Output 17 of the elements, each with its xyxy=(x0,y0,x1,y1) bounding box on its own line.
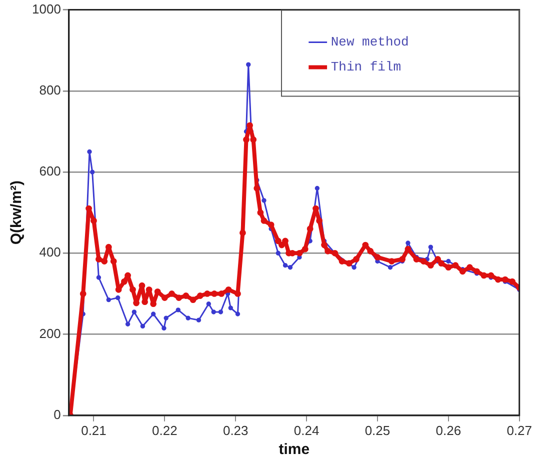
legend-label: Thin film xyxy=(330,60,402,75)
x-tick-label: 0.26 xyxy=(436,422,462,438)
x-axis-title: time xyxy=(278,441,310,458)
x-tick-label: 0.21 xyxy=(81,422,106,438)
y-tick-label: 0 xyxy=(54,406,61,422)
x-tick-label: 0.23 xyxy=(222,422,248,438)
x-tick-label: 0.25 xyxy=(364,422,390,438)
y-tick-label: 1000 xyxy=(32,1,61,16)
y-tick-label: 800 xyxy=(39,82,61,98)
x-tick-label: 0.27 xyxy=(506,422,532,438)
x-tick-label: 0.22 xyxy=(152,422,178,438)
y-axis-title: Q(kw/m²) xyxy=(8,180,26,245)
y-tick-label: 200 xyxy=(39,326,61,341)
y-tick-label: 400 xyxy=(39,244,61,260)
legend-label: New method xyxy=(330,34,409,50)
y-tick-label: 600 xyxy=(39,164,61,179)
x-tick-label: 0.24 xyxy=(294,422,320,438)
